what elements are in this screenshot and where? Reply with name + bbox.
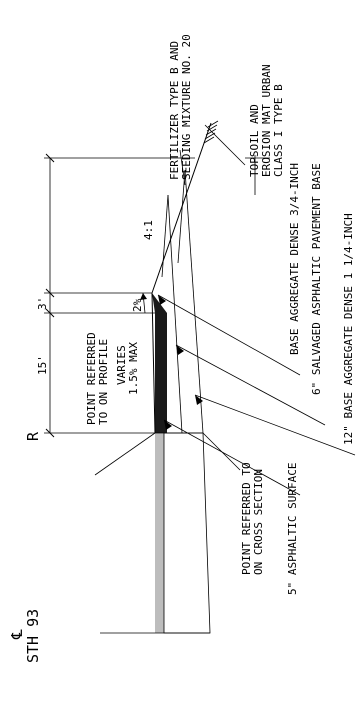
dim-15: 15' <box>36 355 49 375</box>
leader-point-cross <box>202 432 241 471</box>
shoulder-wedge <box>152 293 167 313</box>
label-varies-1: VARIES <box>115 345 128 385</box>
leader-base-agg-34 <box>157 294 301 376</box>
highway-label: STH 93 <box>24 609 42 663</box>
label-varies-2: 1.5% MAX <box>127 342 140 395</box>
ref-line-label: R <box>24 431 42 441</box>
salvaged-base-bottom <box>167 194 183 434</box>
label-salvaged: 6" SALVAGED ASPHALTIC PAVEMENT BASE <box>310 163 323 395</box>
topsoil-hatch <box>203 120 219 144</box>
leader-point-profile <box>94 432 156 476</box>
leader-arrowheads <box>158 295 203 430</box>
foreslope-inner-2 <box>177 169 186 264</box>
label-base-agg-34: BASE AGGREGATE DENSE 3/4-INCH <box>288 163 301 355</box>
existing-base-outline <box>163 432 211 634</box>
label-base-agg-114: 12" BASE AGGREGATE DENSE 1 1/4-INCH <box>342 213 355 445</box>
leader-topsoil <box>204 124 246 166</box>
label-fertilizer-line1: FERTILIZER TYPE B AND <box>168 41 181 180</box>
label-fertilizer-line2: SEEDING MIXTURE NO. 20 <box>180 34 193 180</box>
leader-salvaged <box>175 344 326 426</box>
centerline-symbol: ℄ <box>8 629 26 640</box>
label-topsoil-line3: CLASS I TYPE B <box>272 84 285 177</box>
leader-asph-surface <box>163 419 301 496</box>
aggregate-base-bottom <box>184 169 204 434</box>
foreslope-inner-1 <box>161 194 169 278</box>
label-point-profile-1: POINT REFERRED <box>85 332 98 425</box>
label-point-cross-1: POINT REFERRED TO <box>240 462 253 575</box>
slope-4-1: 4:1 <box>142 220 155 240</box>
label-asph-surface: 5" ASPHALTIC SURFACE <box>286 463 299 595</box>
slope-2pct: 2% <box>131 298 144 312</box>
slope-arrow-head <box>140 293 147 300</box>
label-topsoil-line1: TOPSOIL AND <box>248 104 261 177</box>
foreslope-line <box>151 122 212 294</box>
label-point-profile-2: TO ON PROFILE <box>97 339 110 425</box>
label-point-cross-2: ON CROSS SECTION <box>252 469 265 575</box>
asphaltic-surface <box>155 313 167 433</box>
label-topsoil-line2: EROSION MAT URBAN <box>260 64 273 177</box>
leader-fertilizer <box>179 149 186 186</box>
section-geometry: FERTILIZER TYPE B AND SEEDING MIXTURE NO… <box>8 34 356 663</box>
surface-top-line <box>151 292 156 434</box>
leader-base-agg-114 <box>194 394 356 456</box>
dim-3: 3' <box>36 297 49 310</box>
existing-pavement-strip <box>155 433 164 633</box>
dimension-ticks <box>45 153 55 438</box>
